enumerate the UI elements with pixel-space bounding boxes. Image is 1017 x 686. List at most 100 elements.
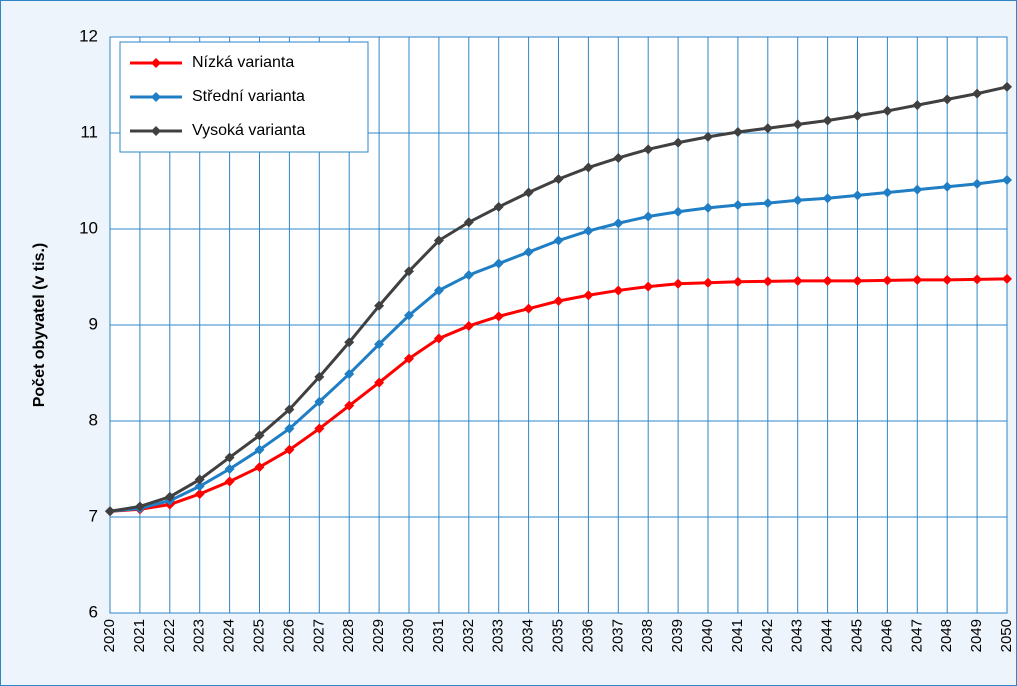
x-tick-label: 2023 xyxy=(191,619,208,652)
point xyxy=(942,181,953,192)
x-tick-label: 2029 xyxy=(370,619,387,652)
point xyxy=(433,285,444,296)
x-tick-label: 2026 xyxy=(280,619,297,652)
point xyxy=(613,285,624,296)
point xyxy=(374,339,385,350)
point xyxy=(344,400,355,411)
point xyxy=(703,277,713,288)
y-tick-label: 12 xyxy=(79,26,98,45)
point xyxy=(553,174,564,185)
point xyxy=(762,198,773,209)
point xyxy=(314,396,325,407)
x-tick-label: 2025 xyxy=(250,619,267,652)
legend-marker xyxy=(151,92,161,102)
x-tick-label: 2035 xyxy=(549,619,566,652)
point xyxy=(882,187,893,198)
point xyxy=(344,368,355,379)
point xyxy=(1002,175,1012,186)
point xyxy=(583,290,594,301)
x-tick-label: 2048 xyxy=(938,619,955,652)
point xyxy=(463,217,474,228)
x-tick-label: 2028 xyxy=(340,619,357,652)
y-axis-label: Počet obyvatel (v tis.) xyxy=(31,243,48,408)
point xyxy=(643,211,654,222)
x-tick-label: 2032 xyxy=(460,619,477,652)
point xyxy=(224,452,235,463)
point xyxy=(852,110,863,121)
x-tick-label: 2027 xyxy=(310,619,327,652)
y-tick-label: 8 xyxy=(89,410,98,429)
point xyxy=(643,281,654,292)
point xyxy=(523,303,534,314)
point xyxy=(822,193,833,204)
point xyxy=(164,491,175,502)
point xyxy=(284,404,295,415)
point xyxy=(912,274,923,285)
point xyxy=(852,190,863,201)
point xyxy=(493,258,504,269)
point xyxy=(972,178,983,189)
point xyxy=(942,274,953,285)
point xyxy=(972,274,983,285)
point xyxy=(792,119,803,130)
point xyxy=(822,115,833,126)
point xyxy=(194,474,205,485)
x-tick-label: 2040 xyxy=(699,619,716,652)
legend-marker xyxy=(151,58,161,68)
x-tick-label: 2039 xyxy=(669,619,686,652)
x-tick-label: 2033 xyxy=(490,619,507,652)
point xyxy=(553,235,564,246)
point xyxy=(284,423,295,434)
point xyxy=(822,275,833,286)
point xyxy=(463,320,474,331)
point xyxy=(314,371,325,382)
point xyxy=(254,444,265,455)
x-tick-label: 2036 xyxy=(579,619,596,652)
x-tick-label: 2046 xyxy=(878,619,895,652)
point xyxy=(732,276,743,287)
legend-marker xyxy=(151,126,161,136)
y-tick-label: 11 xyxy=(80,122,98,141)
point xyxy=(792,275,803,286)
point xyxy=(912,100,923,111)
point xyxy=(583,225,594,236)
point xyxy=(493,311,504,322)
point xyxy=(942,94,953,105)
point xyxy=(463,270,474,281)
point xyxy=(762,123,773,134)
point xyxy=(762,276,773,287)
point xyxy=(673,206,684,217)
point xyxy=(1002,273,1012,284)
point xyxy=(703,131,713,142)
point xyxy=(882,105,893,116)
point xyxy=(523,187,534,198)
point xyxy=(284,444,295,455)
x-tick-label: 2031 xyxy=(430,619,447,652)
point xyxy=(792,195,803,206)
x-tick-label: 2021 xyxy=(131,619,148,652)
point xyxy=(404,310,414,321)
x-tick-label: 2047 xyxy=(908,619,925,652)
point xyxy=(912,184,923,195)
x-tick-label: 2030 xyxy=(400,619,417,652)
point xyxy=(673,137,684,148)
point xyxy=(344,337,355,348)
point xyxy=(404,353,414,364)
point xyxy=(254,430,265,441)
point xyxy=(673,278,684,289)
point xyxy=(852,275,863,286)
plot-border xyxy=(109,36,1008,614)
point xyxy=(433,235,444,246)
y-tick-label: 7 xyxy=(89,506,98,525)
x-tick-label: 2042 xyxy=(759,619,776,652)
y-tick-label: 9 xyxy=(89,314,98,333)
point xyxy=(224,476,235,487)
point xyxy=(194,481,205,492)
x-tick-label: 2044 xyxy=(819,619,836,652)
point xyxy=(493,201,504,212)
x-tick-label: 2037 xyxy=(609,619,626,652)
point xyxy=(224,464,235,474)
legend-label: Nízká varianta xyxy=(192,54,294,71)
point xyxy=(732,200,743,210)
